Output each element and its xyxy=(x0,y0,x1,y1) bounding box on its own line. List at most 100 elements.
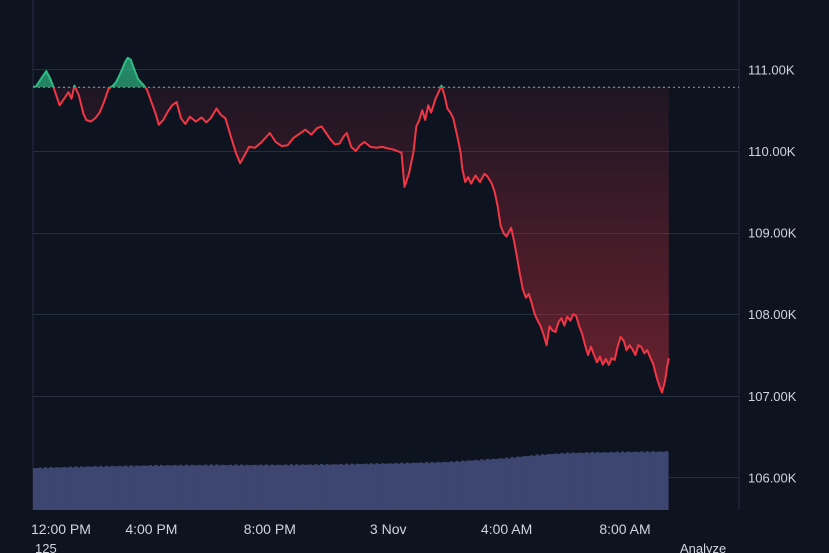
volume-bar xyxy=(516,456,520,510)
volume-bar xyxy=(471,460,476,510)
volume-bar xyxy=(538,455,542,510)
volume-bar xyxy=(529,455,533,510)
volume-bar xyxy=(543,454,547,510)
volume-bar xyxy=(651,451,655,510)
volume-bar xyxy=(240,464,244,510)
volume-bar xyxy=(339,463,343,510)
volume-bar xyxy=(242,465,246,510)
volume-bar xyxy=(320,463,324,510)
volume-bar xyxy=(623,452,627,510)
volume-bar xyxy=(328,464,332,510)
volume-bar xyxy=(590,451,594,510)
volume-bar xyxy=(383,463,387,510)
volume-bar xyxy=(527,456,531,510)
volume-bar xyxy=(162,465,166,510)
volume-bar xyxy=(433,462,437,510)
y-tick-label-1: 110.00K xyxy=(748,144,796,159)
y-tick-label-3: 108.00K xyxy=(748,307,797,322)
volume-bar xyxy=(251,465,255,510)
y-tick-label-2: 109.00K xyxy=(748,226,797,241)
volume-bar xyxy=(104,465,108,510)
volume-bar xyxy=(540,454,545,510)
volume-bar xyxy=(90,466,95,510)
volume-bar xyxy=(286,465,291,510)
volume-bar xyxy=(438,462,442,510)
volume-bar xyxy=(262,465,266,510)
x-tick-label-5: 8:00 AM xyxy=(599,521,650,537)
volume-bar xyxy=(491,458,495,510)
volume-bar xyxy=(452,462,456,510)
volume-bar xyxy=(449,461,453,510)
volume-bar xyxy=(402,463,406,510)
volume-bar xyxy=(632,451,636,510)
volume-bar xyxy=(436,461,440,510)
volume-bar xyxy=(656,451,660,510)
y-tick-label-4: 107.00K xyxy=(748,389,797,404)
volume-bar xyxy=(460,460,464,510)
volume-bar xyxy=(303,464,307,510)
volume-bar xyxy=(206,465,210,510)
volume-bar xyxy=(57,467,61,510)
x-tick-label-0: 12:00 PM xyxy=(31,521,91,537)
volume-axis-label: 125 xyxy=(35,541,57,553)
volume-bar xyxy=(306,464,310,510)
volume-bar xyxy=(601,452,605,510)
volume-bar xyxy=(198,464,202,510)
volume-bar xyxy=(226,465,230,510)
volume-bar xyxy=(643,452,647,510)
volume-bar xyxy=(645,451,649,510)
volume-bar xyxy=(74,466,78,510)
volume-bar xyxy=(662,451,666,510)
volume-bar xyxy=(209,464,213,510)
volume-bar xyxy=(113,466,117,510)
volume-bar xyxy=(190,464,194,510)
volume-bar xyxy=(505,457,509,510)
volume-bar xyxy=(425,462,429,510)
volume-bar xyxy=(187,465,191,510)
volume-bar xyxy=(176,465,180,510)
volume-bar xyxy=(378,464,382,510)
volume-bar xyxy=(253,464,257,510)
y-tick-label-5: 106.00K xyxy=(748,470,797,485)
volume-bar xyxy=(488,459,492,510)
volume-bar xyxy=(132,466,136,510)
x-tick-label-3: 3 Nov xyxy=(370,521,407,537)
volume-bar xyxy=(143,465,147,510)
volume-bar xyxy=(375,463,379,510)
analyze-link[interactable]: Analyze xyxy=(680,541,726,553)
volume-bar xyxy=(135,465,139,510)
volume-bar xyxy=(215,464,219,510)
volume-bar xyxy=(148,465,153,510)
volume-bar xyxy=(444,461,448,510)
volume-bar xyxy=(231,465,235,510)
volume-bar xyxy=(157,466,161,510)
volume-bar xyxy=(281,465,285,510)
volume-bar xyxy=(165,465,169,510)
volume-bar xyxy=(295,464,299,510)
volume-bar xyxy=(33,468,37,510)
volume-bar xyxy=(609,451,614,510)
volume-bar xyxy=(391,463,395,510)
volume-bar xyxy=(350,463,354,510)
volume-bar xyxy=(463,461,467,510)
volume-bar xyxy=(63,467,67,510)
volume-bar xyxy=(311,465,315,510)
volume-series xyxy=(33,451,669,510)
volume-bar xyxy=(184,464,188,510)
volume-bar xyxy=(52,467,56,510)
volume-bar xyxy=(532,455,536,510)
volume-bar xyxy=(256,465,260,510)
volume-bar xyxy=(665,451,669,510)
volume-bar xyxy=(35,468,39,510)
volume-bar xyxy=(618,452,622,510)
volume-bar xyxy=(612,452,616,510)
volume-bar xyxy=(579,452,583,510)
volume-bar xyxy=(535,454,539,510)
volume-bar xyxy=(195,465,199,510)
volume-bar xyxy=(518,457,522,510)
volume-bar xyxy=(367,464,371,510)
volume-bar xyxy=(347,464,351,510)
volume-bar xyxy=(411,462,415,510)
x-tick-label-1: 4:00 PM xyxy=(125,521,177,537)
